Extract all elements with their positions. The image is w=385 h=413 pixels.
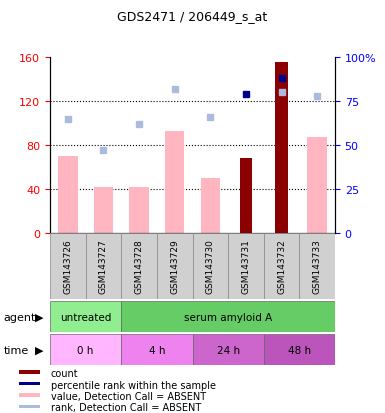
Bar — [121, 335, 192, 366]
Bar — [58, 157, 78, 233]
Text: rank, Detection Call = ABSENT: rank, Detection Call = ABSENT — [51, 402, 201, 412]
Bar — [50, 301, 121, 332]
Text: GDS2471 / 206449_s_at: GDS2471 / 206449_s_at — [117, 10, 268, 23]
Text: GSM143730: GSM143730 — [206, 239, 215, 294]
Text: count: count — [51, 368, 79, 378]
Bar — [264, 335, 335, 366]
Bar — [275, 63, 288, 233]
Text: time: time — [4, 345, 29, 355]
Bar — [129, 187, 149, 233]
Text: GSM143733: GSM143733 — [313, 239, 321, 294]
Text: GSM143727: GSM143727 — [99, 239, 108, 294]
Bar — [19, 393, 40, 396]
Bar — [264, 233, 300, 299]
Text: percentile rank within the sample: percentile rank within the sample — [51, 380, 216, 389]
Bar — [300, 233, 335, 299]
Bar — [165, 131, 184, 233]
Bar — [85, 233, 121, 299]
Text: ▶: ▶ — [35, 312, 43, 322]
Text: serum amyloid A: serum amyloid A — [184, 312, 272, 322]
Bar — [192, 233, 228, 299]
Bar — [121, 301, 335, 332]
Text: untreated: untreated — [60, 312, 111, 322]
Text: 48 h: 48 h — [288, 345, 311, 355]
Bar — [19, 370, 40, 374]
Bar — [192, 335, 264, 366]
Text: ▶: ▶ — [35, 345, 43, 355]
Text: GSM143732: GSM143732 — [277, 239, 286, 294]
Text: value, Detection Call = ABSENT: value, Detection Call = ABSENT — [51, 391, 206, 401]
Bar — [19, 382, 40, 385]
Bar — [50, 335, 121, 366]
Text: 4 h: 4 h — [149, 345, 165, 355]
Text: agent: agent — [4, 312, 36, 322]
Text: GSM143726: GSM143726 — [64, 239, 72, 294]
Bar — [228, 233, 264, 299]
Bar — [240, 159, 252, 233]
Text: 0 h: 0 h — [77, 345, 94, 355]
Text: GSM143731: GSM143731 — [241, 239, 250, 294]
Text: 24 h: 24 h — [216, 345, 240, 355]
Bar — [157, 233, 192, 299]
Bar — [50, 233, 85, 299]
Bar — [121, 233, 157, 299]
Bar — [94, 187, 113, 233]
Text: GSM143728: GSM143728 — [135, 239, 144, 294]
Bar — [19, 405, 40, 408]
Bar — [307, 138, 327, 233]
Text: GSM143729: GSM143729 — [170, 239, 179, 294]
Bar — [201, 178, 220, 233]
